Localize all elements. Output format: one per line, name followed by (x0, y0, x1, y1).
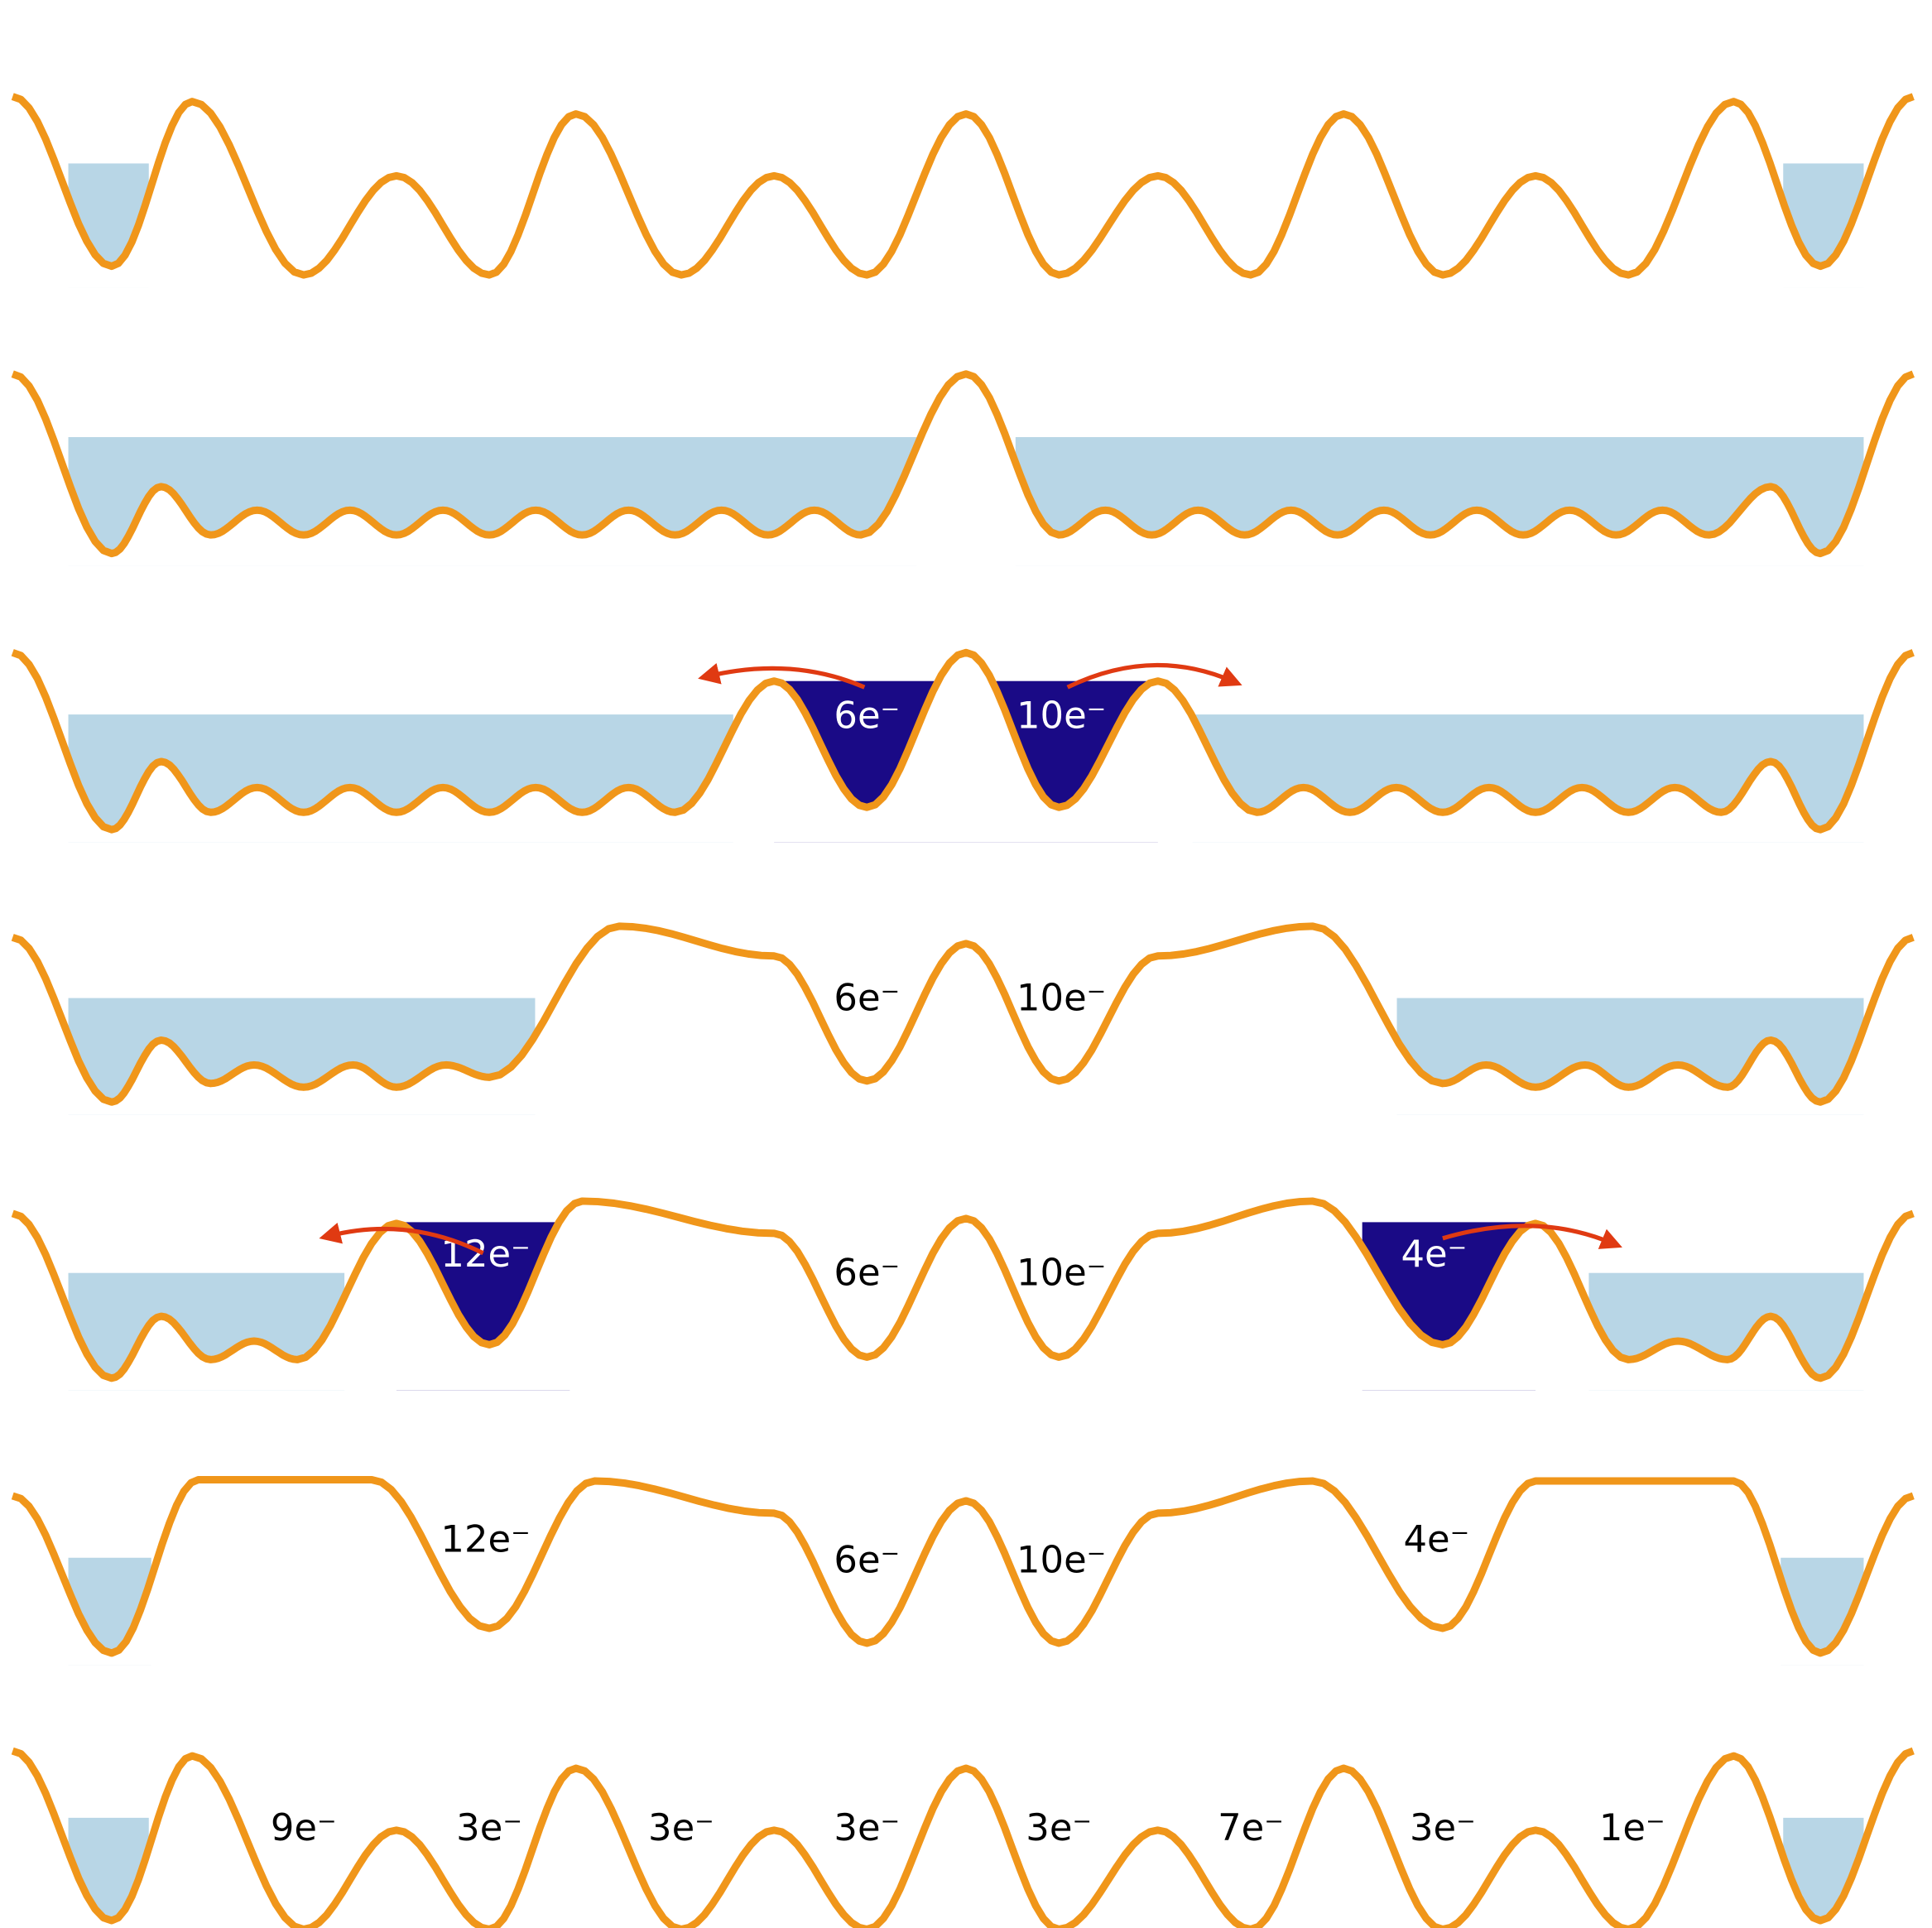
charge-label: 10e⁻ (1016, 1538, 1106, 1582)
well-mask (0, 926, 1932, 1115)
charge-label: 3e⁻ (834, 1805, 900, 1849)
transfer-arrow (1442, 1224, 1622, 1249)
charge-label: 4e⁻ (1403, 1517, 1469, 1560)
charge-label: 4e⁻ (1401, 1232, 1468, 1276)
charge-label: 6e⁻ (834, 976, 900, 1020)
charge-label: 12e⁻ (440, 1232, 530, 1276)
well-mask (1, 1751, 1931, 1928)
potential-curve (11, 1197, 1915, 1382)
charge-label: 3e⁻ (456, 1805, 522, 1849)
transfer-arrow (1066, 662, 1242, 690)
charge-label: 3e⁻ (1026, 1805, 1092, 1849)
potential-curve (11, 370, 1915, 558)
charge-label: 3e⁻ (648, 1805, 714, 1849)
charge-label: 10e⁻ (1016, 694, 1106, 738)
well-mask (0, 96, 1932, 288)
potential-curve (11, 922, 1915, 1106)
charge-label: 3e⁻ (1410, 1805, 1476, 1849)
potential-curve (11, 93, 1915, 279)
charge-label: 6e⁻ (834, 694, 900, 738)
transfer-arrow (698, 662, 866, 690)
transfer-arrow (319, 1222, 484, 1256)
potential-curve (11, 648, 1915, 834)
well-mask (0, 373, 1932, 566)
charge-label: 10e⁻ (1016, 1251, 1106, 1295)
charge-label: 12e⁻ (440, 1517, 530, 1560)
charge-label: 9e⁻ (271, 1805, 337, 1849)
charge-label: 7e⁻ (1218, 1805, 1284, 1849)
potential-curve (11, 1747, 1915, 1928)
well-mask (0, 1479, 1932, 1666)
charge-label: 10e⁻ (1016, 976, 1106, 1020)
charge-label: 1e⁻ (1599, 1805, 1665, 1849)
charge-label: 6e⁻ (834, 1251, 900, 1295)
charge-label: 6e⁻ (834, 1538, 900, 1582)
potential-curve (11, 1476, 1915, 1657)
well-mask (0, 652, 1932, 843)
